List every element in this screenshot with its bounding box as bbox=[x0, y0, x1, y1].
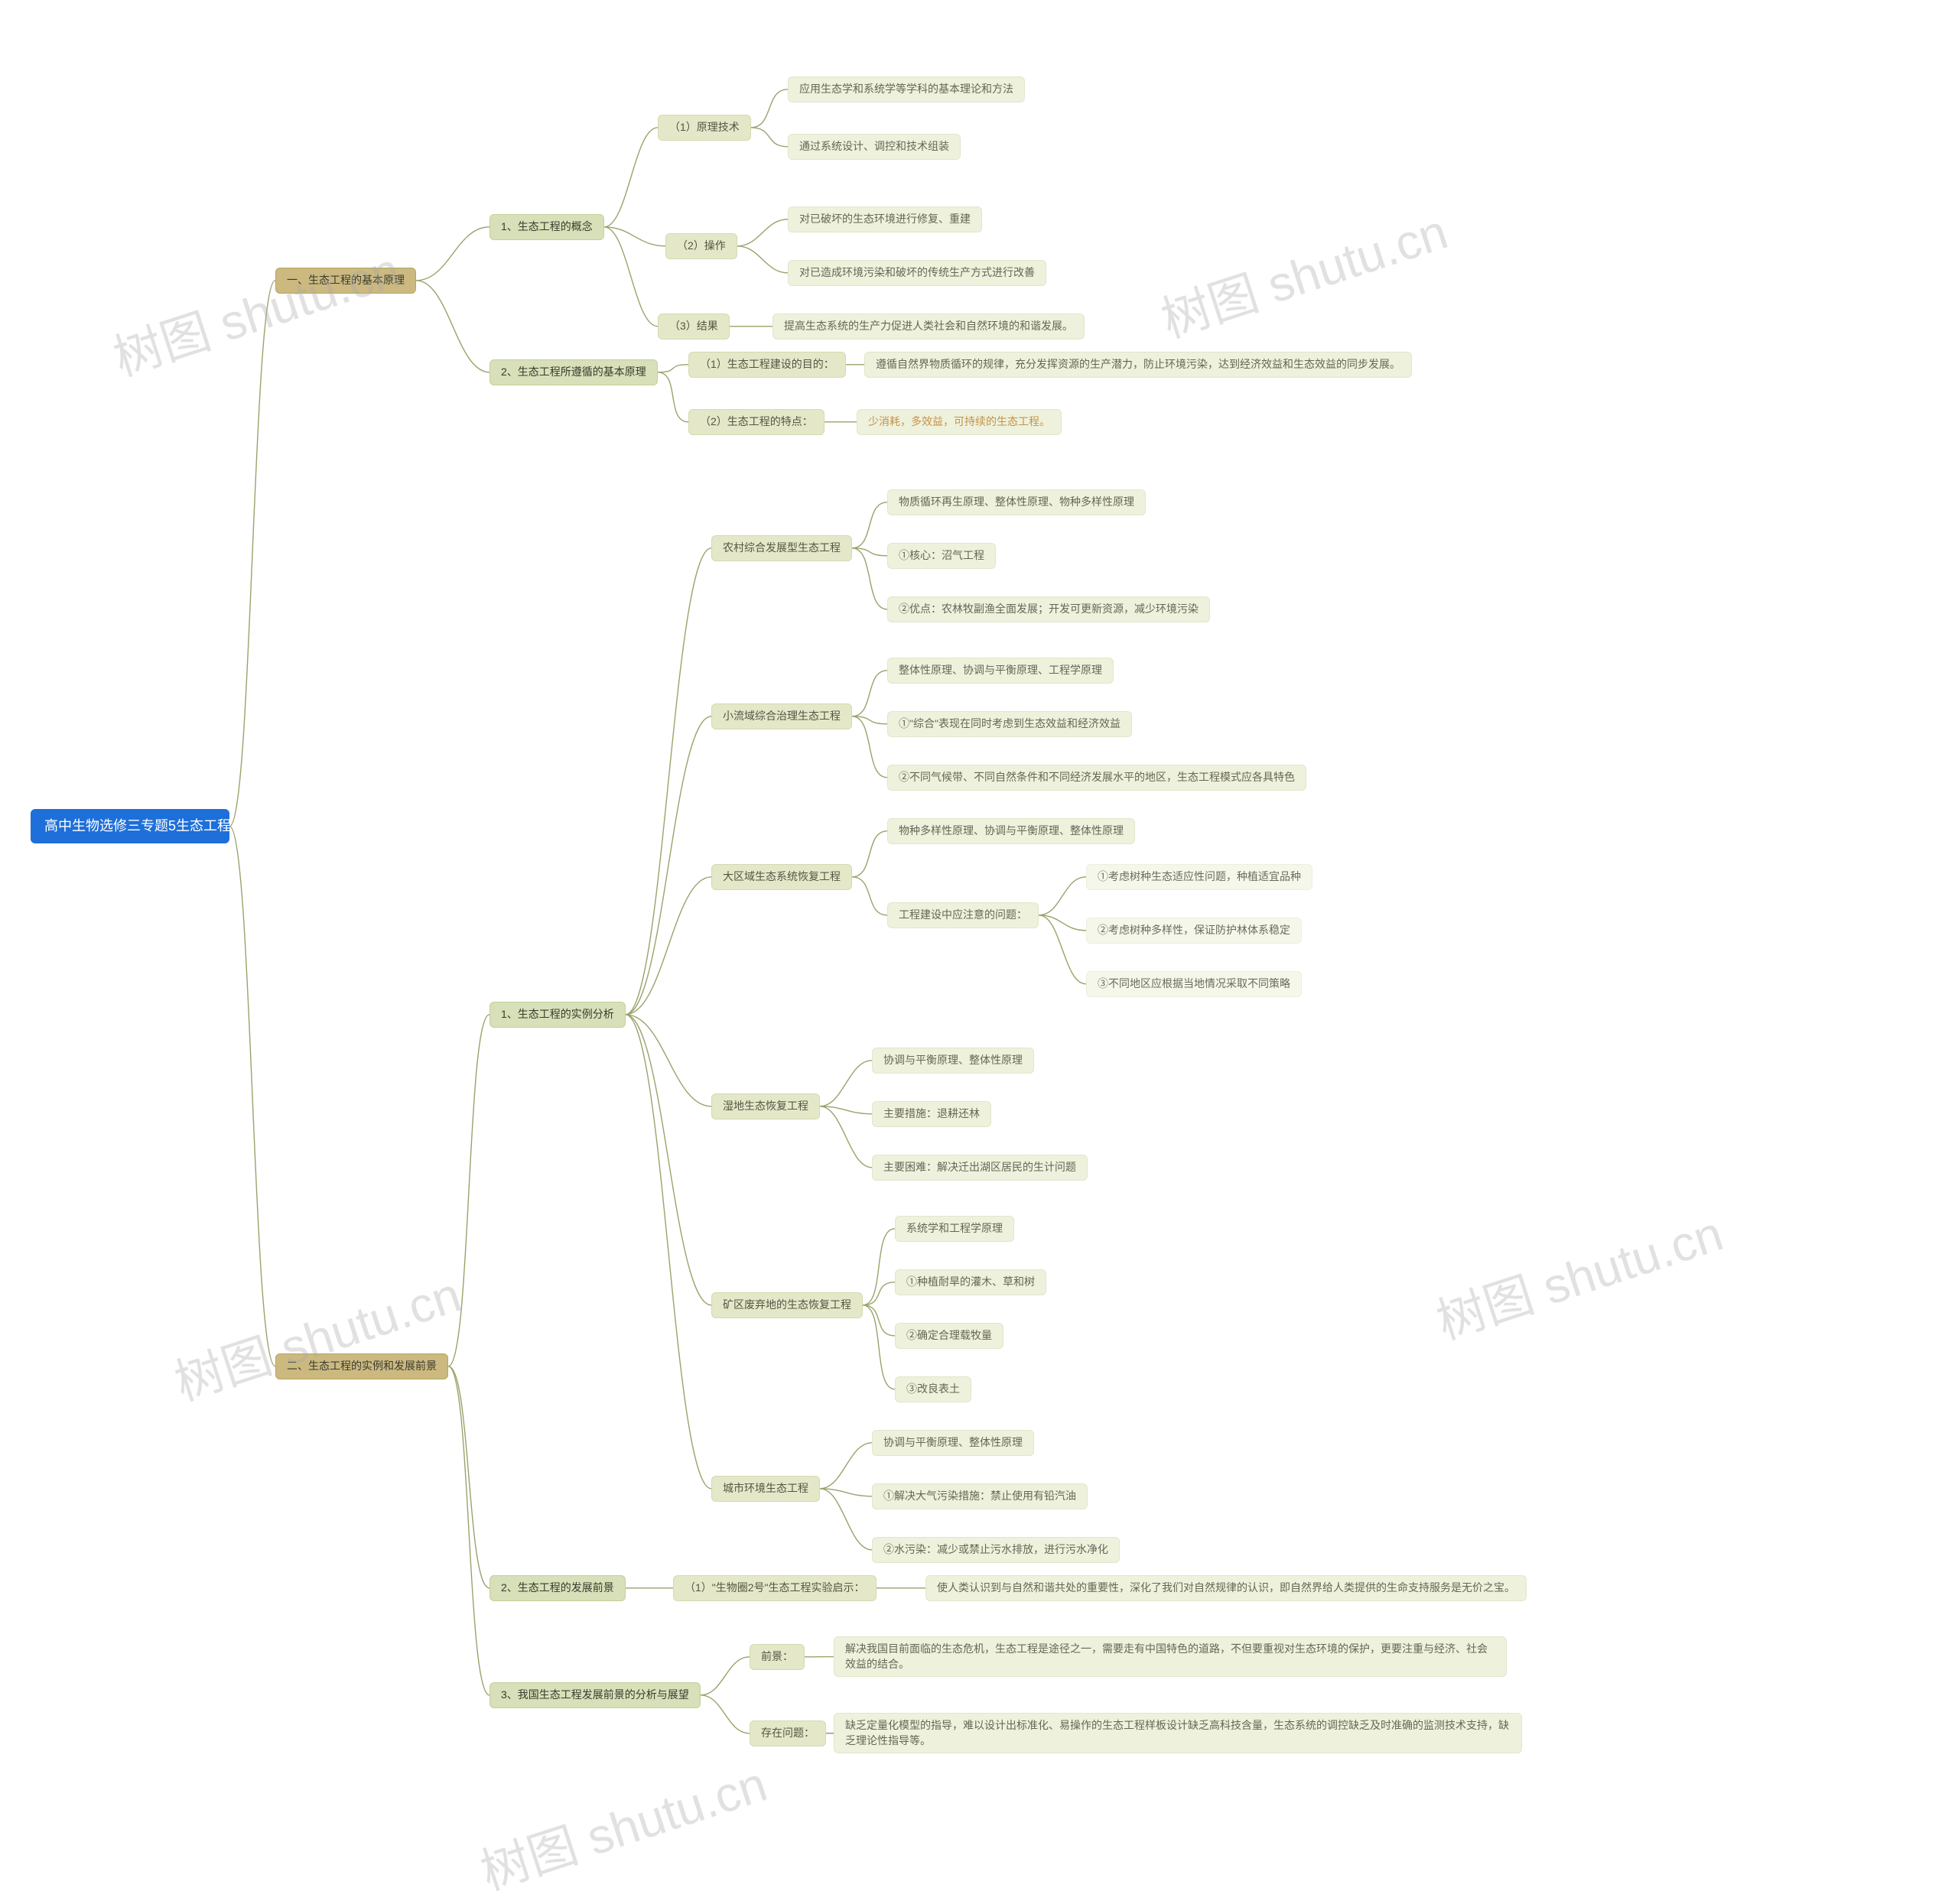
mindmap-node[interactable]: 1、生态工程的实例分析 bbox=[490, 1002, 626, 1028]
mindmap-node[interactable]: 协调与平衡原理、整体性原理 bbox=[872, 1430, 1034, 1456]
mindmap-node[interactable]: 通过系统设计、调控和技术组装 bbox=[788, 134, 961, 160]
mindmap-node[interactable]: 一、生态工程的基本原理 bbox=[275, 268, 416, 294]
mindmap-node[interactable]: 2、生态工程所遵循的基本原理 bbox=[490, 359, 658, 385]
mindmap-node[interactable]: 对已造成环境污染和破坏的传统生产方式进行改善 bbox=[788, 260, 1046, 286]
mindmap-node[interactable]: 对已破坏的生态环境进行修复、重建 bbox=[788, 206, 982, 232]
mindmap-node[interactable]: 矿区废弃地的生态恢复工程 bbox=[711, 1292, 863, 1318]
mindmap-node[interactable]: 缺乏定量化模型的指导，难以设计出标准化、易操作的生态工程样板设计缺乏高科技含量，… bbox=[834, 1713, 1522, 1753]
mindmap-node[interactable]: 系统学和工程学原理 bbox=[895, 1216, 1014, 1242]
mindmap-node[interactable]: ③不同地区应根据当地情况采取不同策略 bbox=[1086, 971, 1302, 997]
mindmap-node[interactable]: ①核心：沼气工程 bbox=[887, 543, 996, 569]
mindmap-node[interactable]: 物质循环再生原理、整体性原理、物种多样性原理 bbox=[887, 489, 1146, 515]
mindmap-node[interactable]: （2）操作 bbox=[665, 233, 737, 259]
watermark: 树图 shutu.cn bbox=[1426, 1194, 1730, 1353]
mindmap-node[interactable]: 湿地生态恢复工程 bbox=[711, 1093, 820, 1119]
mindmap-node[interactable]: 工程建设中应注意的问题： bbox=[887, 902, 1039, 928]
mindmap-node[interactable]: 协调与平衡原理、整体性原理 bbox=[872, 1048, 1034, 1074]
mindmap-node[interactable]: 3、我国生态工程发展前景的分析与展望 bbox=[490, 1682, 701, 1708]
watermark: 树图 shutu.cn bbox=[1151, 193, 1455, 351]
mindmap-node[interactable]: 高中生物选修三专题5生态工程 bbox=[31, 809, 229, 843]
mindmap-node[interactable]: 主要措施：退耕还林 bbox=[872, 1101, 991, 1127]
mindmap-node[interactable]: ③改良表土 bbox=[895, 1376, 971, 1402]
mindmap-node[interactable]: 二、生态工程的实例和发展前景 bbox=[275, 1353, 448, 1379]
mindmap-node[interactable]: 主要困难：解决迁出湖区居民的生计问题 bbox=[872, 1155, 1088, 1181]
mindmap-node[interactable]: 前景： bbox=[750, 1644, 805, 1670]
mindmap-node[interactable]: 解决我国目前面临的生态危机，生态工程是途径之一，需要走有中国特色的道路，不但要重… bbox=[834, 1636, 1507, 1677]
watermark: 树图 shutu.cn bbox=[164, 1256, 468, 1414]
mindmap-node[interactable]: 应用生态学和系统学等学科的基本理论和方法 bbox=[788, 76, 1025, 102]
mindmap-node[interactable]: （2）生态工程的特点： bbox=[688, 409, 825, 435]
mindmap-node[interactable]: 城市环境生态工程 bbox=[711, 1476, 820, 1502]
mindmap-node[interactable]: ①"综合"表现在同时考虑到生态效益和经济效益 bbox=[887, 711, 1132, 737]
mindmap-node[interactable]: ②不同气候带、不同自然条件和不同经济发展水平的地区，生态工程模式应各具特色 bbox=[887, 765, 1306, 791]
mindmap-node[interactable]: ①种植耐旱的灌木、草和树 bbox=[895, 1269, 1046, 1295]
mindmap-node[interactable]: 遵循自然界物质循环的规律，充分发挥资源的生产潜力，防止环境污染，达到经济效益和生… bbox=[864, 352, 1412, 378]
mindmap-node[interactable]: 2、生态工程的发展前景 bbox=[490, 1575, 626, 1601]
watermark: 树图 shutu.cn bbox=[103, 231, 407, 389]
mindmap-node[interactable]: 农村综合发展型生态工程 bbox=[711, 535, 852, 561]
mindmap-canvas: 高中生物选修三专题5生态工程 一、生态工程的基本原理二、生态工程的实例和发展前景 1… bbox=[0, 0, 1958, 1828]
mindmap-node[interactable]: ①考虑树种生态适应性问题，种植适宜品种 bbox=[1086, 864, 1312, 890]
mindmap-node[interactable]: ②确定合理载牧量 bbox=[895, 1323, 1003, 1349]
mindmap-node[interactable]: 整体性原理、协调与平衡原理、工程学原理 bbox=[887, 658, 1114, 684]
mindmap-node[interactable]: 小流域综合治理生态工程 bbox=[711, 703, 852, 729]
mindmap-node[interactable]: 提高生态系统的生产力促进人类社会和自然环境的和谐发展。 bbox=[772, 314, 1085, 340]
mindmap-node[interactable]: 少消耗，多效益，可持续的生态工程。 bbox=[857, 409, 1062, 435]
mindmap-node[interactable]: 存在问题： bbox=[750, 1720, 826, 1746]
mindmap-node[interactable]: 物种多样性原理、协调与平衡原理、整体性原理 bbox=[887, 818, 1135, 844]
mindmap-node[interactable]: ②水污染：减少或禁止污水排放，进行污水净化 bbox=[872, 1537, 1120, 1563]
mindmap-node[interactable]: 使人类认识到与自然和谐共处的重要性，深化了我们对自然规律的认识，即自然界给人类提… bbox=[925, 1575, 1527, 1601]
mindmap-node[interactable]: 1、生态工程的概念 bbox=[490, 214, 604, 240]
mindmap-node[interactable]: ①解决大气污染措施：禁止使用有铅汽油 bbox=[872, 1483, 1088, 1509]
mindmap-node[interactable]: 大区域生态系统恢复工程 bbox=[711, 864, 852, 890]
mindmap-node[interactable]: （3）结果 bbox=[658, 314, 730, 340]
watermark: 树图 shutu.cn bbox=[470, 1745, 774, 1903]
mindmap-node[interactable]: ②考虑树种多样性，保证防护林体系稳定 bbox=[1086, 918, 1302, 944]
mindmap-node[interactable]: （1）生态工程建设的目的： bbox=[688, 352, 846, 378]
mindmap-node[interactable]: ②优点：农林牧副渔全面发展；开发可更新资源，减少环境污染 bbox=[887, 596, 1210, 622]
mindmap-node[interactable]: （1）原理技术 bbox=[658, 115, 751, 141]
mindmap-node[interactable]: （1）"生物圈2号"生态工程实验启示： bbox=[673, 1575, 877, 1601]
